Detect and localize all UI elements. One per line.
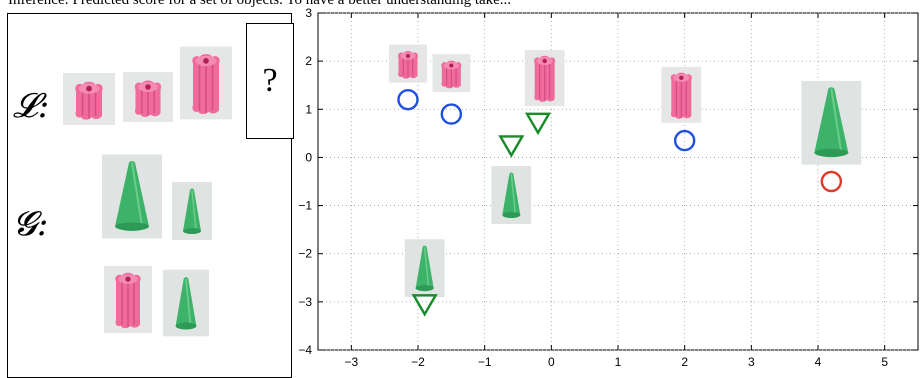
x-tick-label: −3 bbox=[344, 355, 358, 369]
x-tick-label: 3 bbox=[748, 355, 755, 369]
pink-flower-block-icon bbox=[389, 43, 427, 84]
green-cone-short-icon bbox=[404, 239, 445, 298]
score-marker-circle bbox=[820, 170, 843, 193]
x-tick-label: 1 bbox=[615, 355, 622, 369]
y-tick-label: −1 bbox=[298, 199, 312, 213]
score-marker-circle bbox=[673, 129, 696, 152]
set-G-label: 𝓖: bbox=[13, 204, 49, 244]
x-tick-label: 2 bbox=[681, 355, 688, 369]
x-tick-label: 4 bbox=[815, 355, 822, 369]
query-symbol: ? bbox=[262, 62, 278, 99]
query-box: ? bbox=[246, 23, 294, 139]
x-tick-label: −2 bbox=[411, 355, 425, 369]
set-L-label: 𝓛: bbox=[13, 86, 50, 126]
y-tick-label: −2 bbox=[298, 247, 312, 261]
y-tick-label: 0 bbox=[305, 150, 312, 164]
y-tick-label: 3 bbox=[305, 6, 312, 20]
pink-flower-block-tall-icon bbox=[524, 49, 565, 107]
green-cone-tall-icon bbox=[801, 80, 862, 165]
score-marker-triangle bbox=[411, 294, 438, 317]
score-marker-triangle bbox=[498, 135, 525, 158]
score-marker-circle bbox=[397, 88, 419, 111]
pink-flower-block-tall-icon bbox=[661, 66, 702, 124]
y-tick-label: −3 bbox=[298, 295, 312, 309]
y-tick-label: −4 bbox=[298, 343, 312, 357]
y-tick-label: 1 bbox=[305, 102, 312, 116]
object-sets-panel: 𝓛: ? 𝓖: bbox=[7, 13, 294, 378]
caption-fragment: Inference: Predicted score for a set of … bbox=[8, 0, 512, 8]
score-marker-triangle bbox=[524, 112, 552, 136]
x-tick-label: 5 bbox=[881, 355, 888, 369]
green-cone-short-icon bbox=[491, 165, 532, 224]
x-tick-label: 0 bbox=[548, 355, 555, 369]
pink-flower-block-icon bbox=[432, 53, 471, 93]
score-marker-circle bbox=[440, 103, 463, 125]
y-tick-label: 2 bbox=[305, 54, 312, 68]
x-tick-label: −1 bbox=[478, 355, 492, 369]
